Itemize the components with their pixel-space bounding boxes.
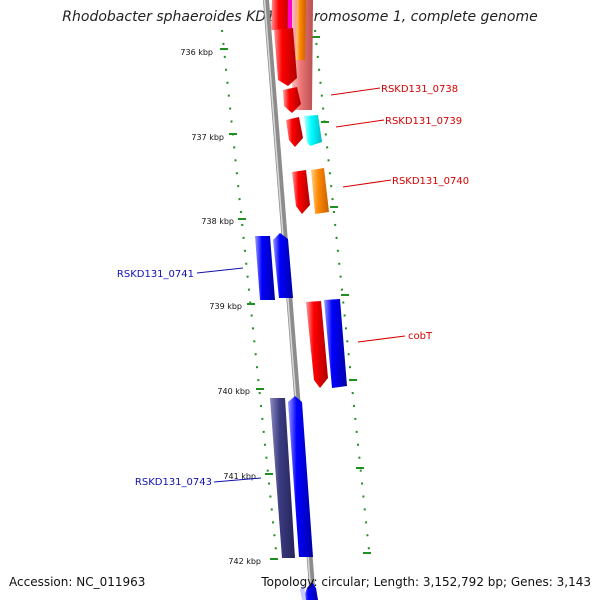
gene-arrow-blue [288, 396, 313, 557]
gene-arrow-red [283, 87, 301, 113]
gene-arrow-red [274, 28, 297, 86]
tick-label: 741 kbp [223, 472, 256, 481]
gene-top-cluster [271, 0, 313, 110]
gene-arrow-orange [311, 168, 329, 214]
tick-label: 736 kbp [180, 48, 213, 57]
gene-arrow-blue-partial [300, 582, 318, 600]
tick-label: 739 kbp [209, 302, 242, 311]
gene-arrow-blue [324, 299, 347, 388]
tick-label: 740 kbp [217, 387, 250, 396]
gene-arrow-red [292, 170, 310, 214]
tick-labels: 736 kbp 737 kbp 738 kbp 739 kbp 740 kbp … [180, 48, 261, 566]
gene-label-cobt: cobT [408, 331, 433, 342]
gene-label-rskd131-0738: RSKD131_0738 [381, 84, 458, 95]
tick-label: 738 kbp [201, 217, 234, 226]
gene-arrow-cyan [304, 115, 322, 146]
tick-label: 742 kbp [228, 557, 261, 566]
gene-labels: RSKD131_0738 RSKD131_0739 RSKD131_0740 R… [117, 84, 469, 488]
gene-arrow-slate [270, 398, 295, 558]
gene-label-rskd131-0739: RSKD131_0739 [385, 116, 462, 127]
tick-label: 737 kbp [191, 133, 224, 142]
gene-arrow-blue [255, 236, 275, 300]
gene-arrow-blue [273, 233, 293, 298]
label-lines [196, 87, 406, 483]
gene-label-rskd131-0741: RSKD131_0741 [117, 269, 194, 280]
gene-label-rskd131-0740: RSKD131_0740 [392, 176, 469, 187]
gene-arrow-red [286, 117, 303, 147]
gene-label-rskd131-0743: RSKD131_0743 [135, 477, 212, 488]
genome-stats-text: Topology: circular; Length: 3,152,792 bp… [261, 575, 591, 589]
accession-text: Accession: NC_011963 [9, 575, 146, 589]
gene-arrow-red [306, 301, 328, 388]
major-ticks [220, 36, 371, 560]
